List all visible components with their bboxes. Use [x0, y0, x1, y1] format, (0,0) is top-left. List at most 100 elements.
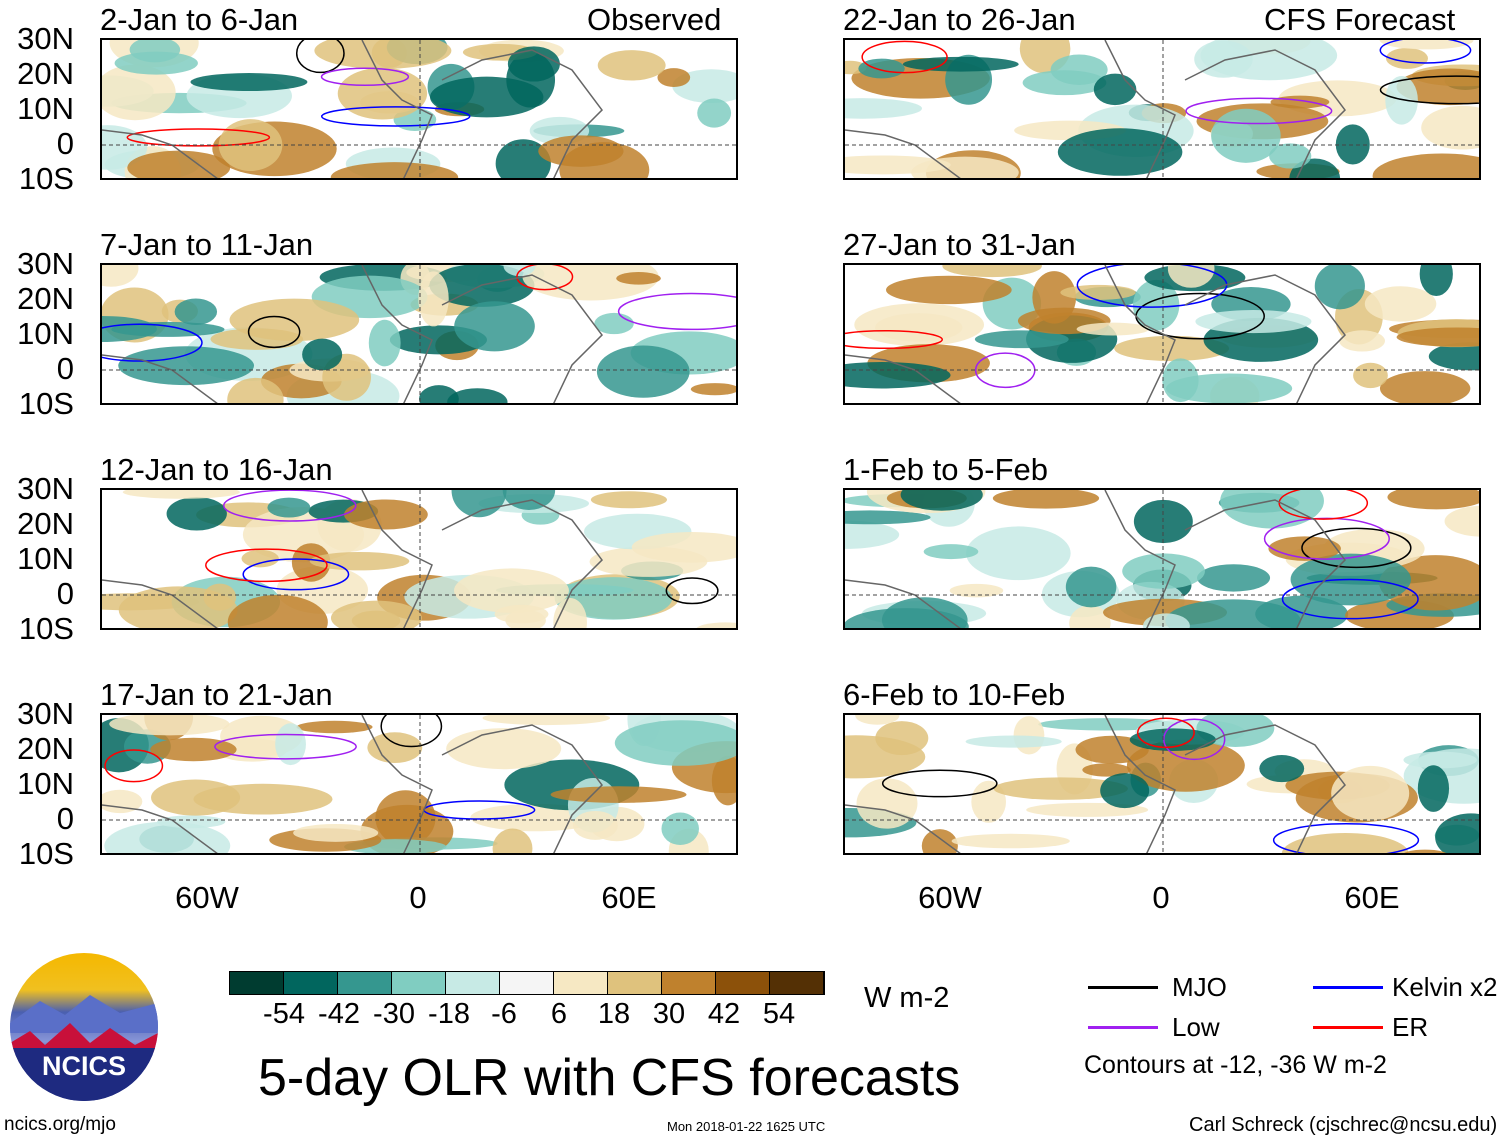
olr-anomaly — [429, 265, 535, 307]
olr-anomaly — [151, 779, 241, 816]
olr-anomaly — [845, 510, 931, 525]
olr-anomaly — [1364, 286, 1437, 322]
olr-anomaly — [572, 810, 618, 840]
olr-anomaly — [102, 265, 139, 287]
mountain-icon — [10, 995, 158, 1101]
olr-anomaly — [845, 361, 951, 389]
olr-anomaly — [203, 583, 237, 611]
wave-contour — [1281, 578, 1419, 620]
olr-anomaly — [966, 526, 1071, 581]
colorbar-bin — [230, 972, 284, 994]
colorbar-bin — [554, 972, 608, 994]
olr-anomaly — [902, 56, 1019, 72]
olr-anomaly — [1385, 76, 1418, 125]
olr-anomaly — [550, 786, 687, 803]
wave-contour — [881, 769, 998, 798]
y-tick-label: 10S — [18, 836, 74, 871]
olr-anomaly — [875, 313, 963, 342]
olr-anomaly — [1379, 371, 1471, 403]
olr-anomaly — [1331, 765, 1410, 821]
y-tick-label: 0 — [56, 351, 74, 386]
olr-anomaly — [858, 58, 905, 79]
olr-anomaly — [492, 828, 533, 853]
olr-anomaly — [429, 76, 544, 118]
olr-anomaly — [507, 46, 560, 82]
colorbar-label: -30 — [373, 998, 415, 1030]
wave-contour — [320, 67, 410, 87]
olr-anomaly — [351, 610, 401, 628]
olr-anomaly — [1379, 40, 1474, 50]
olr-anomaly — [127, 150, 231, 178]
legend-line-mjo — [1088, 986, 1158, 989]
wave-contour — [126, 128, 271, 147]
wave-contour — [242, 558, 350, 591]
olr-anomaly — [1142, 613, 1190, 628]
olr-anomaly — [166, 497, 227, 531]
olr-anomaly — [102, 315, 157, 343]
colorbar-bin — [608, 972, 662, 994]
colorbar — [229, 971, 825, 995]
wave-contour — [223, 490, 357, 522]
olr-anomaly — [309, 551, 410, 571]
legend-low: Low — [1172, 1012, 1220, 1042]
coastline — [845, 40, 1346, 178]
olr-anomaly — [616, 272, 661, 285]
y-tick-label: 10N — [17, 91, 74, 126]
olr-anomaly — [1269, 143, 1312, 169]
wave-contour — [1272, 823, 1420, 853]
wave-contour — [1163, 718, 1226, 761]
y-tick-label: 0 — [56, 801, 74, 836]
wave-contour — [1278, 490, 1369, 520]
olr-anomaly — [1022, 70, 1107, 96]
panel-title: 17-Jan to 21-Jan — [100, 677, 333, 712]
olr-anomaly — [104, 821, 231, 853]
olr-anomaly — [1335, 124, 1370, 165]
y-tick-label: 20N — [17, 731, 74, 766]
map-panel-observed-2 — [100, 263, 738, 405]
olr-anomaly — [949, 583, 1004, 598]
olr-anomaly — [229, 298, 360, 342]
olr-anomaly — [553, 597, 587, 628]
y-tick-label: 10S — [18, 611, 74, 646]
x-tick-label: 60W — [918, 880, 982, 915]
colorbar-bin — [770, 972, 824, 994]
olr-anomaly — [1259, 755, 1305, 783]
panel-title: 6-Feb to 10-Feb — [843, 677, 1066, 712]
x-tick-label: 60E — [1344, 880, 1400, 915]
olr-anomaly — [150, 737, 237, 762]
logo-text: NCICS — [41, 1051, 126, 1081]
y-tick-label: 30N — [17, 696, 74, 731]
panel-title: 12-Jan to 16-Jan — [100, 452, 333, 487]
ncics-url-link[interactable]: ncics.org/mjo — [4, 1114, 116, 1135]
wave-contour — [102, 323, 203, 362]
olr-anomaly — [293, 823, 379, 842]
olr-anomaly — [1281, 832, 1409, 853]
panel-title: 1-Feb to 5-Feb — [843, 452, 1049, 487]
olr-anomaly — [1353, 362, 1388, 389]
olr-anomaly — [845, 520, 900, 549]
y-tick-label: 30N — [17, 246, 74, 281]
legend-er: ER — [1392, 1012, 1429, 1042]
olr-anomaly — [538, 135, 624, 167]
coastline — [845, 490, 1346, 628]
olr-anomaly — [661, 812, 699, 845]
wave-contour — [516, 265, 574, 291]
wave-contour — [1136, 717, 1195, 749]
map-panel-forecast-2 — [843, 263, 1481, 405]
olr-anomaly — [156, 815, 226, 829]
olr-anomaly — [1082, 763, 1131, 777]
olr-anomaly — [1132, 279, 1180, 331]
olr-anomaly — [657, 68, 691, 87]
colorbar-units: W m-2 — [864, 982, 950, 1014]
olr-anomaly — [267, 497, 311, 518]
observed-header: Observed — [587, 2, 722, 37]
olr-anomaly — [454, 301, 535, 352]
wave-contour — [1379, 75, 1479, 105]
olr-anomaly — [330, 162, 459, 178]
olr-anomaly — [597, 50, 666, 81]
y-tick-label: 10S — [18, 161, 74, 196]
y-tick-label: 20N — [17, 281, 74, 316]
map-panel-forecast-1 — [843, 38, 1481, 180]
olr-anomaly — [900, 490, 983, 511]
olr-anomaly — [845, 735, 926, 779]
